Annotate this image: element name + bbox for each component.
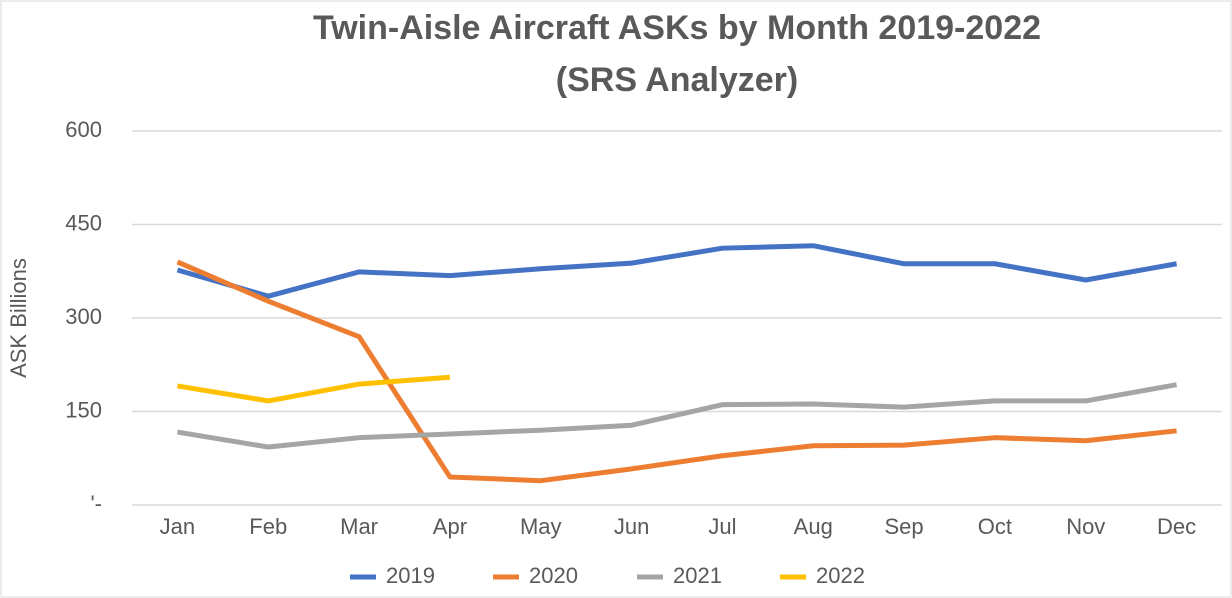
x-tick-label: Nov [1066, 514, 1105, 539]
legend-label: 2019 [386, 563, 435, 588]
legend-label: 2022 [816, 563, 865, 588]
chart-subtitle: (SRS Analyzer) [556, 61, 798, 99]
x-tick-label: May [520, 514, 562, 539]
y-tick-label: 450 [65, 210, 102, 235]
x-tick-label: Dec [1157, 514, 1196, 539]
y-tick-label: 150 [65, 397, 102, 422]
y-tick-label: 300 [65, 304, 102, 329]
line-series [176, 259, 1177, 484]
y-tick-label: 600 [65, 117, 102, 142]
x-tick-label: Aug [794, 514, 833, 539]
chart-title: Twin-Aisle Aircraft ASKs by Month 2019-2… [313, 9, 1041, 47]
line-series [176, 243, 1178, 299]
line-series [177, 382, 1178, 450]
x-tick-label: Feb [249, 514, 287, 539]
x-tick-label: Jan [160, 514, 195, 539]
x-tick-label: Oct [978, 514, 1012, 539]
y-tick-label: '- [90, 491, 102, 516]
legend-label: 2020 [529, 563, 578, 588]
line-series [177, 374, 451, 404]
x-tick-label: Jul [708, 514, 736, 539]
y-axis-label: ASK Billions [6, 258, 31, 378]
x-tick-label: Jun [614, 514, 649, 539]
x-tick-label: Sep [885, 514, 924, 539]
x-tick-label: Apr [433, 514, 467, 539]
legend-label: 2021 [673, 563, 722, 588]
x-tick-label: Mar [340, 514, 378, 539]
